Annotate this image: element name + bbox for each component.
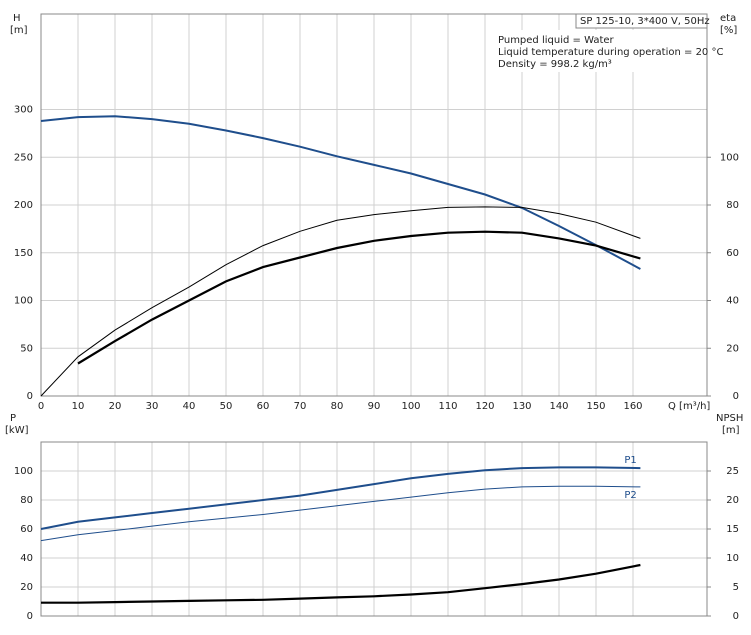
y-tick-label: 250 <box>14 152 33 163</box>
x-tick-label: 160 <box>623 401 642 412</box>
y2-tick-label: 100 <box>720 152 739 163</box>
curve <box>77 230 641 365</box>
y-unit: [m] <box>10 25 28 36</box>
x-tick-label: 130 <box>512 401 531 412</box>
y2-unit: [m] <box>722 425 740 436</box>
y2-tick-label: 40 <box>726 296 739 307</box>
y2-tick-label: 25 <box>726 466 739 477</box>
x-tick-label: 10 <box>72 401 85 412</box>
curve <box>41 563 641 604</box>
y-tick-label: 200 <box>14 200 33 211</box>
info-bg <box>496 30 706 72</box>
annotation: Liquid temperature during operation = 20… <box>498 47 723 58</box>
y-tick-label: 0 <box>27 611 33 622</box>
y2-tick-label: 0 <box>733 611 739 622</box>
y2-label: NPSH <box>716 413 743 424</box>
info-title: SP 125-10, 3*400 V, 50Hz <box>580 16 710 27</box>
y-tick-label: 100 <box>14 466 33 477</box>
x-tick-label: 30 <box>146 401 159 412</box>
curve <box>40 206 641 397</box>
y2-tick-label: 15 <box>726 524 739 535</box>
y-tick-label: 50 <box>20 343 33 354</box>
y2-tick-label: 0 <box>733 391 739 402</box>
curve <box>40 485 641 542</box>
x-label: Q [m³/h] <box>668 401 710 412</box>
y2-unit: [%] <box>720 25 737 36</box>
y-tick-label: 40 <box>20 553 33 564</box>
x-tick-label: 100 <box>401 401 420 412</box>
x-tick-label: 70 <box>294 401 307 412</box>
y-tick-label: 150 <box>14 248 33 259</box>
x-tick-label: 90 <box>368 401 381 412</box>
y-tick-label: 300 <box>14 105 33 116</box>
y2-tick-label: 60 <box>726 248 739 259</box>
x-tick-label: 40 <box>183 401 196 412</box>
y-tick-label: 0 <box>27 391 33 402</box>
y-unit: [kW] <box>5 425 29 436</box>
y2-label: eta <box>720 13 736 24</box>
annotation: Density = 998.2 kg/m³ <box>498 59 612 70</box>
y2-tick-label: 20 <box>726 495 739 506</box>
curve <box>40 466 641 530</box>
y2-tick-label: 10 <box>726 553 739 564</box>
y2-tick-label: 80 <box>726 200 739 211</box>
y-tick-label: 60 <box>20 524 33 535</box>
y-label: P <box>10 413 16 424</box>
y-tick-label: 20 <box>20 582 33 593</box>
series-label: P2 <box>624 490 636 501</box>
x-tick-label: 140 <box>549 401 568 412</box>
x-tick-label: 120 <box>475 401 494 412</box>
x-tick-label: 20 <box>109 401 122 412</box>
y-label: H <box>13 13 21 24</box>
curve <box>40 115 641 270</box>
y-tick-label: 100 <box>14 296 33 307</box>
y2-tick-label: 20 <box>726 343 739 354</box>
x-tick-label: 150 <box>586 401 605 412</box>
y2-tick-label: 5 <box>733 582 739 593</box>
x-tick-label: 80 <box>331 401 344 412</box>
series-label: P1 <box>624 455 636 466</box>
x-tick-label: 50 <box>220 401 233 412</box>
x-tick-label: 60 <box>257 401 270 412</box>
x-tick-label: 110 <box>438 401 457 412</box>
x-tick-label: 0 <box>38 401 44 412</box>
y-tick-label: 80 <box>20 495 33 506</box>
annotation: Pumped liquid = Water <box>498 35 615 46</box>
info-box <box>575 13 708 29</box>
